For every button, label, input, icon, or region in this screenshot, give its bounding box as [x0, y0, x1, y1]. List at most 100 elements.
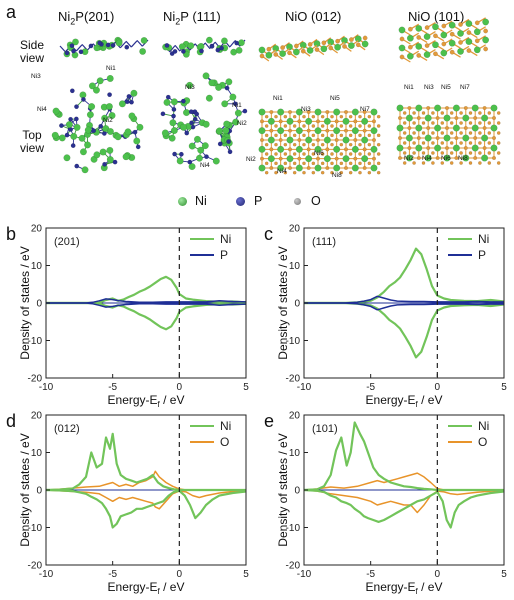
atom: [265, 162, 268, 165]
atom: [371, 146, 378, 153]
atom: [302, 124, 305, 127]
atom: [270, 110, 274, 114]
atom: [475, 39, 479, 43]
atom: [368, 171, 371, 174]
y-tick-label: 10: [289, 448, 301, 459]
atom-label: Ni8: [458, 155, 468, 162]
atom: [85, 127, 92, 134]
atom: [75, 164, 79, 168]
atom: [284, 115, 287, 118]
atom: [344, 148, 348, 152]
atom: [343, 118, 350, 125]
atom: [408, 146, 412, 150]
atom: [464, 146, 468, 150]
atom: [307, 148, 311, 152]
atom: [107, 147, 114, 154]
atom: [296, 127, 303, 134]
atom: [444, 115, 451, 122]
atom: [408, 27, 412, 31]
atom: [491, 105, 498, 112]
atom: [458, 40, 462, 44]
atom-label: Ni8: [332, 172, 342, 179]
atom: [445, 146, 449, 150]
atom: [165, 43, 169, 47]
atom: [416, 105, 423, 112]
atom: [279, 138, 283, 142]
atom: [335, 138, 339, 142]
atom: [53, 108, 60, 115]
atom: [65, 51, 69, 55]
atom: [324, 137, 331, 144]
atom: [330, 115, 333, 118]
atom: [230, 94, 237, 101]
atom: [223, 121, 230, 128]
atom: [102, 162, 106, 166]
atom: [482, 19, 488, 25]
atom: [206, 37, 212, 43]
legend-label-o: O: [220, 435, 229, 449]
atom: [377, 152, 380, 155]
atom: [469, 131, 472, 134]
atom: [65, 133, 69, 137]
atom: [398, 116, 402, 120]
atom: [223, 127, 230, 134]
atom: [280, 45, 284, 49]
atom: [164, 99, 171, 106]
atom: [371, 109, 378, 116]
atom: [209, 79, 216, 86]
atom: [488, 131, 491, 134]
atom: [321, 143, 324, 146]
atom: [408, 106, 412, 110]
atom: [279, 120, 283, 124]
atom: [302, 115, 305, 118]
x-tick-label: -5: [366, 569, 375, 580]
atom: [274, 134, 277, 137]
atom: [444, 135, 451, 142]
atom: [488, 141, 491, 144]
atom: [226, 139, 230, 143]
atom: [377, 143, 380, 146]
atom: [260, 120, 264, 124]
atom: [340, 143, 343, 146]
atom: [107, 75, 114, 82]
atom: [333, 127, 340, 134]
atom: [238, 40, 244, 46]
atom: [478, 121, 481, 124]
atom: [189, 110, 193, 114]
atom: [363, 148, 367, 152]
atom: [70, 89, 74, 93]
atom: [288, 129, 292, 133]
atom: [335, 39, 339, 43]
surface-label: (111): [312, 236, 336, 248]
atom: [483, 126, 487, 130]
y-tick-label: 10: [31, 261, 43, 272]
atom: [88, 103, 95, 110]
y-axis-label: Density of states / eV: [18, 433, 32, 546]
atom-label: Ni4: [422, 155, 432, 162]
atom-label: Ni2: [237, 120, 247, 127]
atom: [305, 137, 312, 144]
atom: [403, 111, 406, 114]
atom: [107, 92, 111, 96]
atom: [450, 111, 453, 114]
atom: [458, 22, 462, 26]
atom: [91, 128, 95, 132]
atom: [284, 134, 287, 137]
atom: [107, 128, 114, 135]
atom: [349, 171, 352, 174]
atom: [426, 106, 430, 110]
atom: [277, 109, 284, 116]
atom: [294, 44, 298, 48]
atom: [268, 118, 275, 125]
atom: [189, 121, 193, 125]
atom: [399, 45, 405, 51]
atom: [431, 141, 434, 144]
atom: [488, 161, 491, 164]
atom: [189, 143, 196, 150]
atom-label: Ni1: [404, 84, 414, 91]
atom: [460, 141, 463, 144]
atom: [79, 135, 86, 142]
atom: [216, 128, 223, 135]
atom: [293, 49, 299, 55]
